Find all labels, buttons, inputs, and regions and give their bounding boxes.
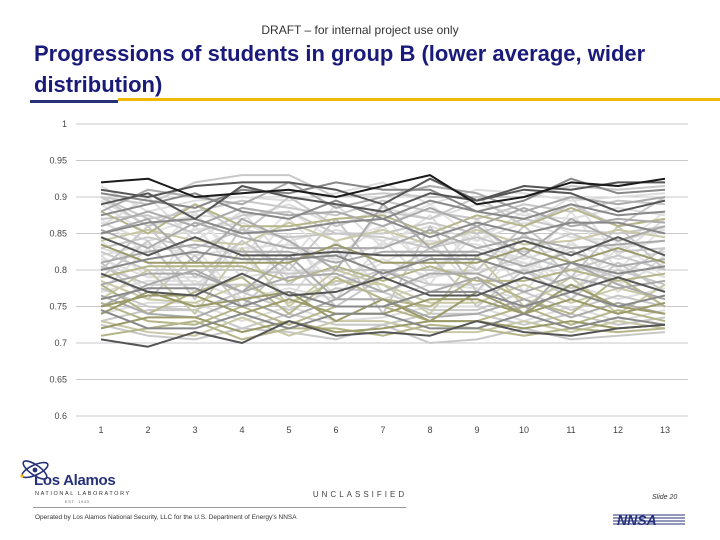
x-tick-label: 10: [519, 425, 529, 435]
series-line: [100, 272, 666, 293]
y-tick-label: 0.9: [54, 192, 67, 202]
draft-notice: DRAFT – for internal project use only: [261, 23, 459, 37]
series-line: [100, 265, 666, 282]
series-line: [100, 228, 666, 253]
series-line: [100, 177, 666, 213]
y-tick-label: 0.7: [54, 338, 67, 348]
series-line: [100, 185, 666, 220]
series-line: [100, 210, 666, 235]
x-tick-label: 4: [239, 425, 244, 435]
series-line: [100, 206, 666, 228]
x-tick-label: 8: [427, 425, 432, 435]
title-rule-gold: [118, 98, 720, 101]
y-axis-tick-labels: 0.6 0.65 0.7 0.75 0.8 0.85 0.9 0.95 1: [49, 119, 67, 421]
slide-title: Progressions of students in group B (low…: [34, 41, 646, 97]
x-tick-label: 13: [660, 425, 670, 435]
x-tick-label: 7: [380, 425, 385, 435]
series-line: [100, 196, 666, 220]
footer-divider: [33, 507, 406, 508]
logo-name: Los Alamos: [34, 472, 116, 489]
title-rule-blue: [30, 100, 118, 103]
x-tick-label: 11: [566, 425, 575, 435]
los-alamos-logo-icon: [20, 460, 49, 480]
y-tick-label: 1: [62, 119, 67, 129]
y-tick-label: 0.65: [49, 375, 67, 385]
x-tick-label: 6: [333, 425, 338, 435]
y-tick-label: 0.8: [54, 265, 67, 275]
logo-subtitle: NATIONAL LABORATORY: [35, 491, 131, 497]
x-tick-label: 3: [192, 425, 197, 435]
classification-label: UNCLASSIFIED: [312, 490, 408, 499]
series-line: [100, 283, 666, 323]
x-tick-label: 1: [98, 425, 103, 435]
series-line: [100, 323, 666, 344]
series-line: [100, 243, 666, 268]
series-line: [100, 181, 666, 213]
y-tick-label: 0.95: [49, 156, 67, 166]
series-line: [100, 174, 666, 206]
x-tick-label: 2: [145, 425, 150, 435]
series-line: [100, 316, 666, 337]
y-tick-label: 0.85: [49, 229, 67, 239]
series-line: [100, 316, 666, 334]
operated-by-note: Operated by Los Alamos National Security…: [35, 514, 297, 521]
series-line: [100, 221, 666, 250]
series-line: [100, 236, 666, 257]
y-tick-label: 0.75: [49, 302, 67, 312]
nnsa-logo-text: NNSA: [617, 512, 657, 528]
series-line: [100, 174, 666, 206]
series-line: [100, 250, 666, 275]
series-line: [100, 177, 665, 206]
series-line: [100, 320, 666, 348]
x-tick-label: 9: [474, 425, 479, 435]
series-line: [100, 272, 666, 297]
logo-established: EST. 1943: [65, 500, 90, 504]
x-axis-tick-labels: 1 2 3 4 5 6 7 8 9 10 11 12 13: [98, 425, 670, 435]
slide-number: Slide 20: [652, 494, 678, 501]
x-tick-label: 12: [613, 425, 623, 435]
y-tick-label: 0.6: [54, 411, 67, 421]
nnsa-logo-icon: NNSA: [613, 512, 688, 528]
series-line: [100, 221, 666, 246]
series-line: [100, 203, 666, 235]
series-line: [100, 309, 666, 330]
series-lines: [100, 174, 666, 348]
x-tick-label: 5: [286, 425, 291, 435]
